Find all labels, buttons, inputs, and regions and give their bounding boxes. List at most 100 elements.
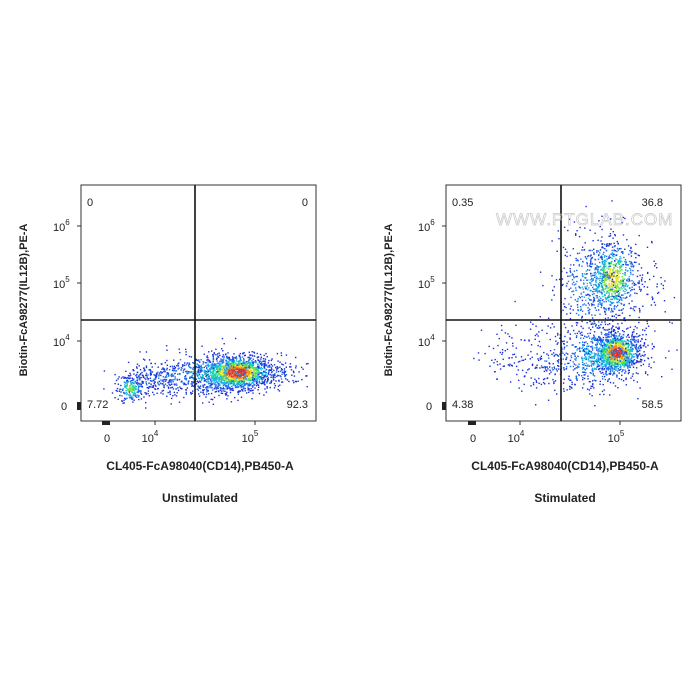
event-dot [189,377,191,379]
event-dot [616,281,618,283]
event-dot [589,229,591,231]
event-dot [277,388,279,391]
event-dot [633,306,635,308]
event-dot [546,370,548,372]
event-dot [249,376,251,379]
event-dot [593,338,595,340]
event-dot [226,369,229,371]
event-dot [253,379,255,381]
event-dot [239,373,241,375]
event-dot [280,378,283,380]
event-dot [628,348,630,351]
event-dot [593,272,595,274]
event-dot [631,286,633,288]
event-dot [171,397,173,400]
event-dot [611,352,613,355]
event-dot [245,379,247,381]
event-dot [190,391,192,394]
event-dot [196,359,199,362]
event-dot [620,347,623,349]
event-dot [184,376,186,378]
event-dot [208,365,210,367]
event-dot [170,386,172,389]
event-dot [602,383,604,386]
event-dot [223,377,225,380]
event-dot [231,356,234,358]
event-dot [596,345,598,347]
event-dot [192,382,194,384]
event-dot [253,375,256,377]
event-dot [614,290,616,292]
event-dot [209,385,211,387]
event-dot [154,388,157,391]
event-dot [616,247,619,250]
event-dot [196,373,198,375]
event-dot [593,320,595,322]
event-dot [599,361,601,364]
event-dot [605,370,607,372]
event-dot [558,238,560,240]
event-dot [211,398,214,401]
event-dot [149,369,151,371]
event-dot [621,309,623,311]
event-dot [243,384,245,387]
event-dot [237,373,240,375]
event-dot [209,361,211,363]
event-dot [635,355,638,357]
event-dot [596,358,598,360]
event-dot [191,384,194,386]
event-dot [584,242,586,244]
event-dot [610,346,612,349]
event-dot [600,348,603,350]
event-dot [575,359,577,361]
event-dot [206,367,208,370]
event-dot [260,363,262,365]
event-dot [610,273,612,275]
event-dot [230,401,233,403]
event-dot [601,302,603,304]
event-dot [602,267,604,269]
event-dot [612,342,614,344]
event-dot [243,377,245,380]
event-dot [212,382,215,384]
event-dot [213,363,216,365]
event-dot [624,348,627,350]
event-dot [157,387,159,390]
event-dot [136,391,139,393]
event-dot [610,262,612,265]
event-dot [129,393,131,395]
event-dot [258,386,260,388]
event-dot [631,333,634,335]
event-dot [132,386,134,388]
event-dot [626,355,628,357]
event-dot [601,340,604,342]
event-dot [262,382,265,384]
event-dot [622,308,624,310]
event-dot [150,370,152,372]
event-dot [615,356,617,358]
event-dot [226,379,228,381]
event-dot [265,372,267,374]
event-dot [267,365,269,367]
event-dot [243,359,245,361]
event-dot [592,371,594,373]
event-dot [586,273,588,275]
event-dot [575,346,578,348]
event-dot [253,376,256,378]
event-dot [182,371,184,374]
event-dot [613,280,615,282]
event-dot [592,301,595,303]
event-dot [256,381,258,383]
event-dot [300,366,303,369]
event-dot [187,381,189,383]
event-dot [146,376,148,378]
event-dot [620,378,623,381]
event-dot [626,358,628,360]
event-dot [217,369,219,371]
event-dot [624,365,626,367]
event-dot [215,377,217,379]
event-dot [245,371,247,374]
event-dot [626,346,628,349]
event-dot [593,274,595,276]
event-dot [231,359,233,361]
